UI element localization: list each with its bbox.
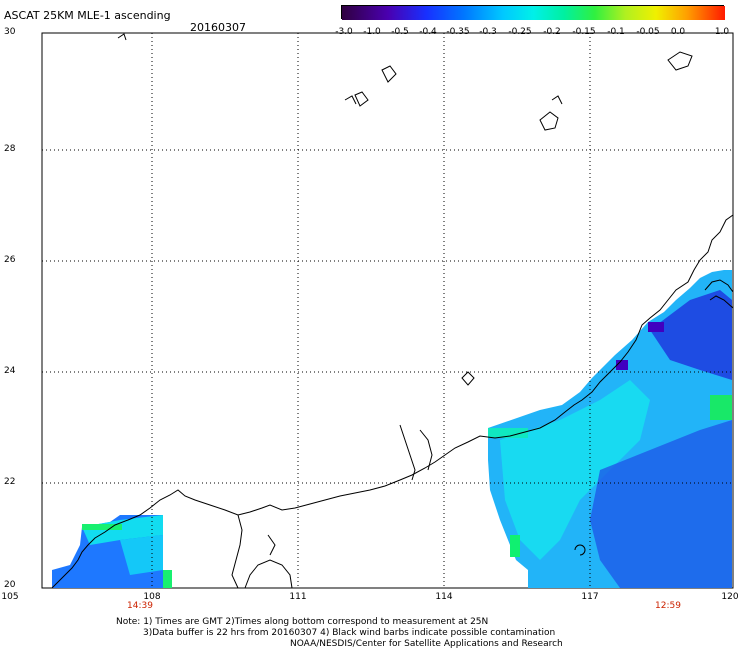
pass-time-right: 12:59 [655, 601, 681, 611]
colorbar-label: -0.35 [446, 27, 470, 37]
lon-label-117: 117 [581, 592, 599, 602]
lat-label-26: 26 [4, 255, 16, 265]
scatterometer-swath-east [488, 270, 732, 588]
lon-label-120: 120 [721, 592, 739, 602]
note-line-1: Note: 1) Times are GMT 2)Times along bot… [116, 617, 489, 627]
graticule [42, 33, 733, 588]
colorbar-label: -0.05 [636, 27, 660, 37]
colorbar-label: -0.4 [419, 27, 437, 37]
map-title: ASCAT 25KM MLE-1 ascending [4, 9, 171, 22]
lat-label-20: 20 [4, 580, 16, 590]
colorbar-label: -1.0 [363, 27, 381, 37]
lon-label-111: 111 [289, 592, 307, 602]
colorbar-label: -0.15 [572, 27, 596, 37]
lon-label-108: 108 [143, 592, 161, 602]
colorbar-label: -0.3 [479, 27, 497, 37]
lat-label-24: 24 [4, 366, 16, 376]
map-date: 20160307 [190, 21, 246, 34]
lon-label-105: 105 [1, 592, 19, 602]
lat-label-30: 30 [4, 27, 16, 37]
colorbar-labels: -3.0 -1.0 -0.5 -0.4 -0.35 -0.3 -0.25 -0.2 -0.15 -… [330, 27, 740, 39]
coastline [51, 33, 734, 589]
note-line-3: NOAA/NESDIS/Center for Satellite Applica… [290, 639, 563, 649]
colorbar-label: -0.1 [607, 27, 625, 37]
colorbar [341, 5, 725, 20]
colorbar-label: 0.0 [670, 27, 686, 37]
lon-label-114: 114 [435, 592, 453, 602]
note-line-2: 3)Data buffer is 22 hrs from 20160307 4)… [143, 628, 556, 638]
colorbar-label: -0.2 [543, 27, 561, 37]
colorbar-label: 1.0 [714, 27, 730, 37]
colorbar-label: -3.0 [335, 27, 353, 37]
map-frame [41, 32, 734, 589]
lat-label-28: 28 [4, 144, 16, 154]
colorbar-label: -0.25 [508, 27, 532, 37]
lat-label-22: 22 [4, 477, 16, 487]
pass-time-left: 14:39 [127, 601, 153, 611]
colorbar-label: -0.5 [391, 27, 409, 37]
scatterometer-swath-west [52, 515, 172, 588]
